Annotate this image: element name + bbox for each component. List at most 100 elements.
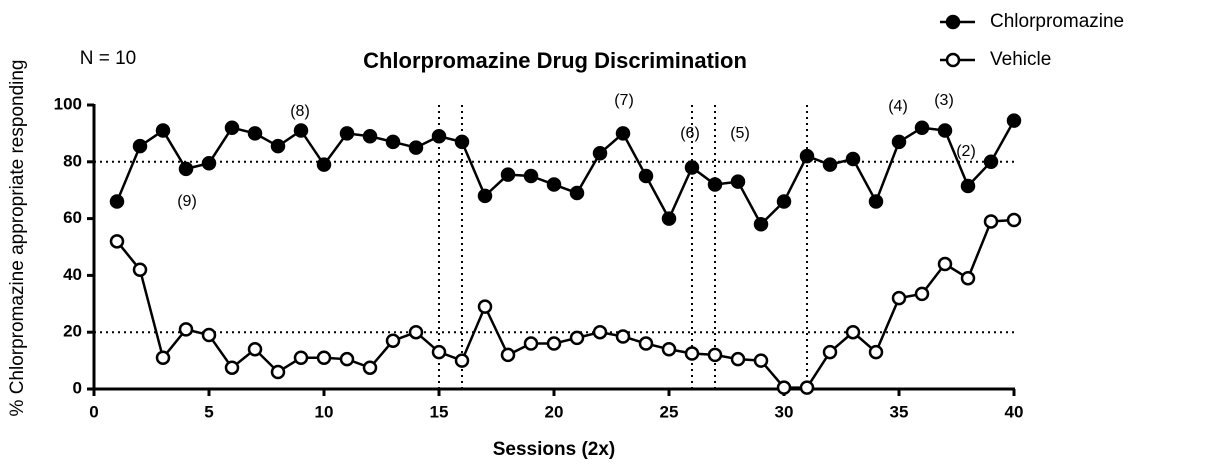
data-point bbox=[845, 151, 861, 167]
data-point bbox=[109, 234, 125, 249]
data-point bbox=[937, 123, 953, 138]
y-tick-label: 100 bbox=[54, 94, 82, 113]
data-point bbox=[523, 336, 539, 351]
x-tick-label: 30 bbox=[775, 402, 794, 421]
legend-label: Vehicle bbox=[990, 49, 1051, 70]
data-point bbox=[638, 336, 654, 351]
data-point bbox=[500, 347, 516, 363]
x-tick-label: 15 bbox=[430, 402, 449, 421]
annotation: (8) bbox=[290, 103, 310, 120]
annotation: (9) bbox=[177, 193, 197, 210]
annotation: (3) bbox=[934, 92, 954, 109]
data-point bbox=[730, 174, 746, 189]
data-point bbox=[155, 350, 171, 366]
data-point bbox=[868, 344, 884, 360]
series-line bbox=[116, 218, 1015, 389]
data-point bbox=[178, 322, 194, 337]
data-point bbox=[523, 168, 539, 184]
data-point bbox=[1006, 113, 1022, 128]
data-point bbox=[661, 341, 677, 357]
data-point bbox=[477, 188, 493, 204]
annotation: N = 10 bbox=[80, 48, 137, 69]
data-point bbox=[109, 194, 125, 209]
data-point bbox=[914, 286, 930, 302]
data-point bbox=[339, 351, 355, 367]
data-point bbox=[500, 167, 516, 182]
data-point bbox=[385, 134, 401, 150]
data-point bbox=[592, 324, 608, 340]
y-axis-label: % Chlorpromazine appropriate responding bbox=[7, 60, 28, 417]
data-point bbox=[339, 126, 355, 141]
y-tick-label: 20 bbox=[63, 322, 82, 341]
data-point bbox=[431, 344, 447, 360]
annotation: (2) bbox=[956, 143, 976, 160]
data-point bbox=[592, 146, 608, 161]
data-point bbox=[569, 330, 585, 346]
data-point bbox=[684, 160, 700, 175]
x-axis-label: Sessions (2x) bbox=[493, 439, 616, 460]
y-tick-label: 60 bbox=[63, 208, 82, 227]
data-point bbox=[201, 155, 217, 171]
x-tick-label: 20 bbox=[545, 402, 564, 421]
y-tick-label: 40 bbox=[63, 265, 82, 284]
data-point bbox=[201, 327, 217, 343]
data-point bbox=[799, 380, 815, 395]
data-point bbox=[822, 157, 838, 172]
x-tick-label: 35 bbox=[890, 402, 909, 421]
data-point bbox=[408, 324, 424, 340]
data-point bbox=[822, 344, 838, 360]
data-point bbox=[776, 380, 792, 395]
data-point bbox=[132, 138, 148, 154]
data-point bbox=[270, 364, 286, 380]
data-point bbox=[707, 347, 723, 363]
annotation: (4) bbox=[888, 98, 908, 115]
data-point bbox=[224, 120, 240, 135]
legend-marker bbox=[945, 52, 961, 68]
data-point bbox=[661, 211, 677, 226]
data-point bbox=[960, 178, 976, 194]
annotation: (5) bbox=[730, 125, 750, 142]
data-point bbox=[730, 351, 746, 367]
data-point bbox=[983, 154, 999, 170]
data-point bbox=[293, 350, 309, 366]
data-point bbox=[431, 128, 447, 144]
data-point bbox=[316, 157, 332, 172]
data-point bbox=[937, 256, 953, 272]
x-tick-label: 40 bbox=[1005, 402, 1024, 421]
x-tick-label: 0 bbox=[89, 402, 98, 421]
data-point bbox=[891, 134, 907, 150]
data-point bbox=[615, 329, 631, 344]
data-point bbox=[293, 123, 309, 138]
data-point bbox=[316, 350, 332, 366]
chart-title: Chlorpromazine Drug Discrimination bbox=[363, 48, 747, 73]
data-point bbox=[845, 324, 861, 340]
data-point bbox=[385, 333, 401, 348]
x-tick-label: 25 bbox=[660, 402, 679, 421]
annotation: (7) bbox=[614, 92, 634, 109]
legend-label: Chlorpromazine bbox=[990, 11, 1124, 32]
data-point bbox=[155, 123, 171, 138]
data-point bbox=[960, 270, 976, 286]
series-line bbox=[115, 120, 1016, 227]
data-point bbox=[546, 336, 562, 351]
data-point bbox=[247, 126, 263, 141]
data-point bbox=[707, 177, 723, 192]
y-tick-label: 0 bbox=[73, 378, 82, 397]
data-point bbox=[247, 341, 263, 357]
data-point bbox=[776, 194, 792, 209]
data-point bbox=[454, 353, 470, 368]
data-point bbox=[408, 140, 424, 155]
y-tick-label: 80 bbox=[63, 151, 82, 170]
data-point bbox=[799, 148, 815, 164]
legend-marker bbox=[945, 14, 961, 30]
data-point bbox=[477, 299, 493, 314]
annotation: (6) bbox=[680, 125, 700, 142]
data-point bbox=[132, 262, 148, 277]
data-point bbox=[178, 161, 194, 177]
data-point bbox=[1006, 212, 1022, 228]
data-point bbox=[362, 360, 378, 375]
data-point bbox=[546, 177, 562, 192]
data-point bbox=[638, 168, 654, 184]
data-point bbox=[270, 138, 286, 154]
